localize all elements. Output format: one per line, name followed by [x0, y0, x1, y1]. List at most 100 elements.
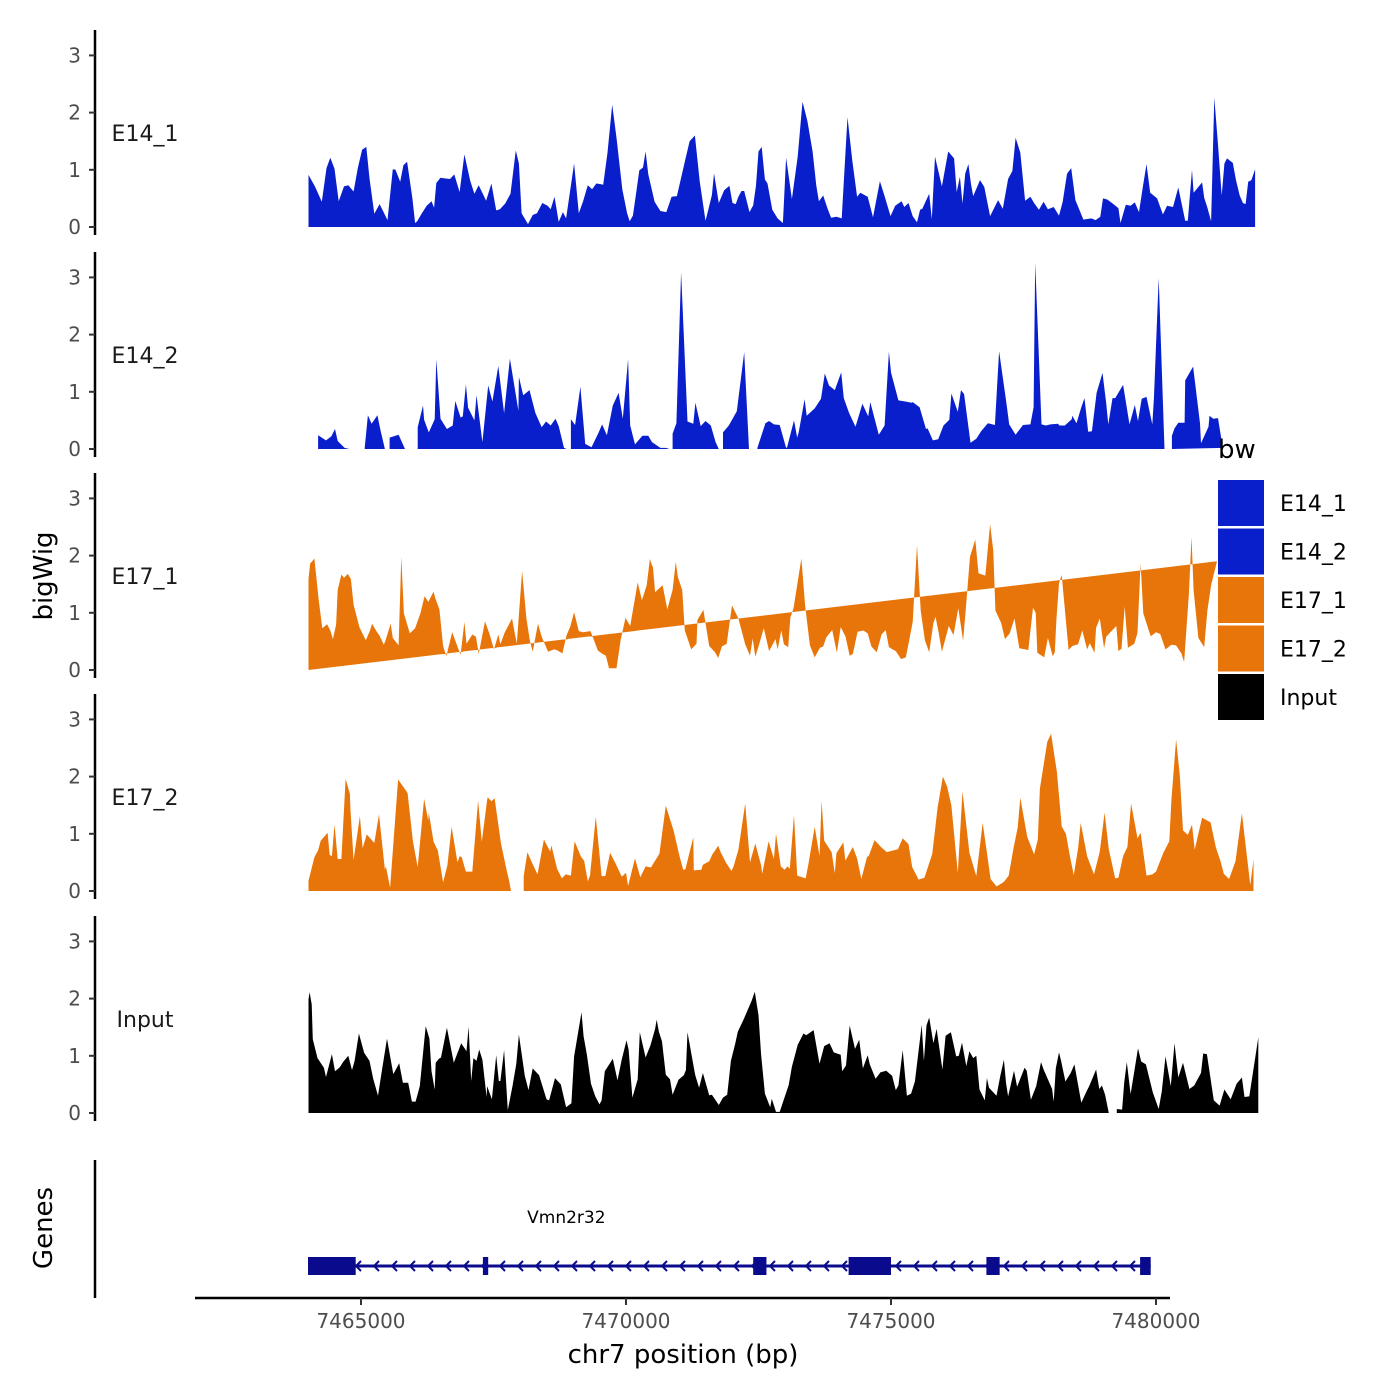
strand-chevron	[840, 1260, 848, 1272]
genes-track-title: Genes	[29, 1187, 59, 1269]
legend: bw E14_1 E14_2 E17_1 E17_2 Input	[1218, 435, 1347, 720]
track-label-Input: Input	[117, 1008, 174, 1033]
area-E17_1	[308, 524, 1217, 670]
y-tick-label: 3	[68, 265, 81, 289]
strand-chevron	[732, 1260, 740, 1272]
strand-chevron	[768, 1260, 776, 1272]
y-tick-label: 3	[68, 707, 81, 731]
strand-chevron	[642, 1260, 650, 1272]
x-axis-title: chr7 position (bp)	[568, 1340, 799, 1370]
strand-chevron	[966, 1260, 974, 1272]
strand-chevron	[408, 1260, 416, 1272]
x-tick-label: 7470000	[581, 1309, 670, 1333]
strand-chevron	[606, 1260, 614, 1272]
track-E14_2: 0 1 2 3 E14_2	[68, 252, 1223, 461]
strand-chevron	[1002, 1260, 1010, 1272]
strand-chevron	[426, 1260, 434, 1272]
y-tick-label: 1	[68, 380, 81, 404]
x-tick-label: 7475000	[846, 1309, 935, 1333]
gene-track: Vmn2r32	[93, 1160, 1151, 1298]
y-tick-label: 3	[68, 43, 81, 67]
legend-swatch-Input	[1218, 674, 1264, 720]
strand-chevron	[552, 1260, 560, 1272]
track-label-E17_1: E17_1	[112, 565, 179, 590]
area-E17_2	[308, 733, 1254, 891]
legend-label-E17_2: E17_2	[1280, 638, 1347, 663]
y-tick-label: 1	[68, 1044, 81, 1068]
y-tick-label: 0	[68, 1101, 81, 1125]
y-tick-label: 0	[68, 215, 81, 239]
strand-chevron	[372, 1260, 380, 1272]
y-tick-label: 0	[68, 879, 81, 903]
track-label-E14_2: E14_2	[112, 344, 179, 369]
strand-chevron	[444, 1260, 452, 1272]
y-tick-label: 3	[68, 486, 81, 510]
area-E14_2	[318, 262, 1223, 449]
strand-chevron	[1110, 1260, 1118, 1272]
strand-chevron	[1020, 1260, 1028, 1272]
legend-swatch-E17_2	[1218, 625, 1264, 672]
strand-chevron	[912, 1260, 920, 1272]
track-Input: 0 1 2 3 Input	[68, 916, 1259, 1125]
y-tick-label: 2	[68, 544, 81, 568]
strand-chevron	[804, 1260, 812, 1272]
strand-chevron	[714, 1260, 722, 1272]
strand-chevron	[948, 1260, 956, 1272]
y-tick-label: 2	[68, 323, 81, 347]
strand-chevron	[354, 1260, 362, 1272]
strand-chevron	[570, 1260, 578, 1272]
strand-chevron	[930, 1260, 938, 1272]
strand-chevron	[1092, 1260, 1100, 1272]
gene-name-label: Vmn2r32	[527, 1208, 605, 1228]
x-tick-label: 7465000	[316, 1309, 405, 1333]
y-tick-label: 1	[68, 822, 81, 846]
strand-chevron	[1038, 1260, 1046, 1272]
y-tick-label: 1	[68, 601, 81, 625]
legend-swatch-E14_2	[1218, 528, 1264, 575]
legend-label-E14_1: E14_1	[1280, 492, 1347, 517]
gene-exon	[848, 1257, 891, 1275]
strand-chevron	[678, 1260, 686, 1272]
strand-chevron	[498, 1260, 506, 1272]
y-axis-title: bigWig	[29, 531, 59, 620]
gene-exon	[482, 1257, 489, 1275]
area-E14_1	[308, 97, 1256, 227]
signal-tracks: 0 1 2 3 E14_1 0 1 2 3 E14_2 0 1 2 3 E17_1 0 1 2 3 E17_2 0 1 2 3…	[68, 30, 1259, 1125]
strand-chevron	[516, 1260, 524, 1272]
y-tick-label: 1	[68, 158, 81, 182]
gene-exon	[1140, 1257, 1151, 1275]
y-tick-label: 0	[68, 658, 81, 682]
area-Input	[308, 991, 1259, 1113]
legend-swatch-E17_1	[1218, 577, 1264, 623]
strand-chevron	[660, 1260, 668, 1272]
track-E14_1: 0 1 2 3 E14_1	[68, 30, 1256, 239]
strand-chevron	[390, 1260, 398, 1272]
gene-exon	[753, 1257, 767, 1275]
strand-chevron	[588, 1260, 596, 1272]
strand-chevron	[786, 1260, 794, 1272]
strand-chevron	[534, 1260, 542, 1272]
strand-chevron	[1056, 1260, 1064, 1272]
track-label-E17_2: E17_2	[112, 786, 179, 811]
strand-chevron	[1128, 1260, 1136, 1272]
track-label-E14_1: E14_1	[112, 122, 179, 147]
y-tick-label: 2	[68, 987, 81, 1011]
gene-exon	[986, 1257, 1000, 1275]
x-axis: 7465000 7470000 7475000 7480000	[195, 1296, 1201, 1333]
y-tick-label: 2	[68, 101, 81, 125]
strand-chevron	[624, 1260, 632, 1272]
legend-swatch-E14_1	[1218, 480, 1264, 526]
gene-exon	[308, 1257, 356, 1275]
legend-label-E17_1: E17_1	[1280, 589, 1347, 614]
strand-chevron	[894, 1260, 902, 1272]
strand-chevron	[822, 1260, 830, 1272]
y-tick-label: 2	[68, 765, 81, 789]
track-E17_2: 0 1 2 3 E17_2	[68, 694, 1254, 903]
x-tick-label: 7480000	[1111, 1309, 1200, 1333]
y-tick-label: 0	[68, 437, 81, 461]
y-tick-label: 3	[68, 929, 81, 953]
strand-chevron	[1074, 1260, 1082, 1272]
legend-label-E14_2: E14_2	[1280, 541, 1347, 566]
